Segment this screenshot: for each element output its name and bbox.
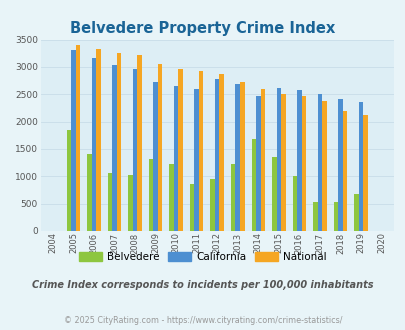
Legend: Belvedere, California, National: Belvedere, California, National xyxy=(75,248,330,266)
Bar xyxy=(75,45,80,231)
Bar xyxy=(271,157,276,231)
Bar xyxy=(235,84,239,231)
Bar xyxy=(333,202,337,231)
Bar xyxy=(256,96,260,231)
Bar xyxy=(321,101,326,231)
Bar xyxy=(198,71,203,231)
Bar xyxy=(194,89,198,231)
Bar xyxy=(239,82,244,231)
Bar xyxy=(362,115,367,231)
Bar xyxy=(317,94,321,231)
Text: Crime Index corresponds to incidents per 100,000 inhabitants: Crime Index corresponds to incidents per… xyxy=(32,280,373,290)
Bar xyxy=(137,55,141,231)
Bar xyxy=(210,179,214,231)
Bar xyxy=(112,65,117,231)
Bar xyxy=(358,102,362,231)
Bar xyxy=(230,164,235,231)
Bar xyxy=(128,175,132,231)
Bar xyxy=(312,202,317,231)
Bar xyxy=(276,88,280,231)
Bar xyxy=(158,64,162,231)
Bar xyxy=(296,90,301,231)
Bar xyxy=(342,111,346,231)
Bar xyxy=(107,173,112,231)
Bar xyxy=(353,194,358,231)
Bar xyxy=(71,50,75,231)
Bar xyxy=(280,94,285,231)
Bar xyxy=(337,99,342,231)
Bar xyxy=(153,82,158,231)
Bar xyxy=(260,89,264,231)
Bar xyxy=(219,74,224,231)
Bar xyxy=(87,154,92,231)
Bar xyxy=(149,159,153,231)
Bar xyxy=(178,69,183,231)
Bar xyxy=(117,53,121,231)
Bar xyxy=(169,164,173,231)
Bar xyxy=(132,69,137,231)
Text: Belvedere Property Crime Index: Belvedere Property Crime Index xyxy=(70,21,335,36)
Bar xyxy=(251,139,256,231)
Bar xyxy=(96,50,100,231)
Bar xyxy=(173,86,178,231)
Bar xyxy=(190,184,194,231)
Text: © 2025 CityRating.com - https://www.cityrating.com/crime-statistics/: © 2025 CityRating.com - https://www.city… xyxy=(64,315,341,325)
Bar xyxy=(292,176,296,231)
Bar xyxy=(92,58,96,231)
Bar xyxy=(301,96,305,231)
Bar xyxy=(66,130,71,231)
Bar xyxy=(214,79,219,231)
